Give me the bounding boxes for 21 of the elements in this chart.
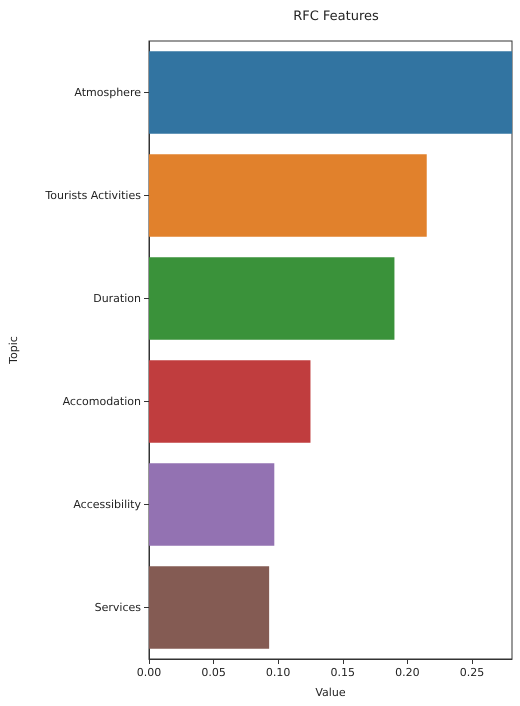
x-tick-label: 0.20 <box>395 666 420 679</box>
bar <box>149 566 270 649</box>
y-tick-label: Services <box>94 601 142 614</box>
chart-title: RFC Features <box>293 9 380 24</box>
y-tick-label: Tourists Activities <box>44 189 142 202</box>
x-tick-label: 0.15 <box>330 666 356 679</box>
bar <box>149 51 512 134</box>
y-tick-label: Accomodation <box>62 395 142 408</box>
y-tick-label: Accessibility <box>73 498 142 511</box>
x-tick-label: 0.25 <box>460 666 484 679</box>
x-tick-label: 0.10 <box>266 666 290 679</box>
x-axis-title: Value <box>315 686 346 699</box>
x-tick-label: 0.05 <box>201 666 226 679</box>
bar <box>149 360 310 443</box>
x-tick-label: 0.00 <box>136 666 162 679</box>
y-axis-title: Topic <box>7 336 20 365</box>
bar <box>149 154 427 237</box>
bar <box>149 463 274 546</box>
bar <box>149 257 394 340</box>
y-tick-label: Duration <box>93 292 142 305</box>
y-tick-label: Atmosphere <box>74 86 142 99</box>
